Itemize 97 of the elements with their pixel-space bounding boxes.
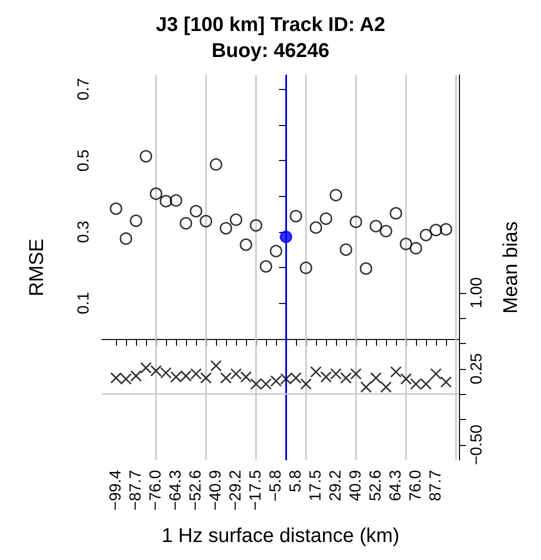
point xyxy=(440,376,452,388)
chart-title: J3 [100 km] Track ID: A2 xyxy=(156,14,386,36)
x-tick-label: 87.7 xyxy=(427,470,444,502)
point xyxy=(110,372,122,384)
x-tick-label: 64.3 xyxy=(387,470,404,502)
y2-tick-label: 1.00 xyxy=(468,277,486,308)
point xyxy=(310,366,322,378)
point xyxy=(340,243,352,256)
point xyxy=(230,368,242,380)
point xyxy=(150,365,162,377)
point xyxy=(260,260,272,273)
point xyxy=(400,373,412,385)
x-tick-label: 52.6 xyxy=(367,470,384,502)
point xyxy=(230,213,242,226)
x-tick-label: −87.7 xyxy=(128,470,145,510)
point xyxy=(410,378,422,390)
point xyxy=(110,202,122,215)
point xyxy=(210,158,222,171)
point xyxy=(120,232,132,245)
point xyxy=(330,368,342,380)
x-tick-label: 40.9 xyxy=(347,470,364,502)
point xyxy=(360,262,372,275)
y-tick-label: 0.5 xyxy=(76,149,92,172)
y2-axis-title: Mean bias xyxy=(500,221,522,314)
y-axis-title: RMSE xyxy=(26,238,48,296)
point xyxy=(160,194,172,208)
x-tick-label: 76.0 xyxy=(407,470,424,502)
point xyxy=(140,150,152,163)
point xyxy=(360,381,372,393)
point xyxy=(320,371,332,383)
point xyxy=(350,368,362,380)
point xyxy=(300,378,312,390)
point xyxy=(430,224,442,236)
point xyxy=(290,210,302,222)
point xyxy=(350,216,362,228)
x-tick-label: 17.5 xyxy=(307,470,324,502)
point xyxy=(430,368,442,380)
point xyxy=(160,367,172,379)
point xyxy=(280,373,292,385)
point xyxy=(180,370,192,382)
x-tick-label: −17.5 xyxy=(248,470,265,510)
point xyxy=(150,187,162,200)
x-tick-label: 5.8 xyxy=(287,470,304,492)
point xyxy=(380,224,392,238)
x-tick-label: −99.4 xyxy=(108,470,125,510)
y-tick-label: 0.1 xyxy=(76,292,92,314)
point xyxy=(400,238,412,250)
point xyxy=(410,242,422,254)
point xyxy=(130,370,142,382)
point xyxy=(130,214,142,228)
x-tick-label: −64.3 xyxy=(168,470,185,510)
point xyxy=(320,212,332,225)
x-axis-title: 1 Hz surface distance (km) xyxy=(162,525,400,547)
point xyxy=(190,204,202,218)
point xyxy=(370,372,382,384)
point xyxy=(370,220,382,232)
x-tick-label: 29.2 xyxy=(327,470,344,502)
point xyxy=(270,375,282,387)
x-tick-label: −52.6 xyxy=(188,470,205,510)
y2-tick-label: 0.25 xyxy=(468,353,486,384)
point xyxy=(330,188,342,202)
y-tick-label: 0.7 xyxy=(76,78,92,100)
point xyxy=(310,221,322,234)
point xyxy=(420,228,432,242)
x-tick-label: −5.8 xyxy=(268,470,285,502)
point xyxy=(190,368,202,380)
point xyxy=(250,219,262,232)
point xyxy=(390,207,402,220)
point xyxy=(250,378,262,390)
point xyxy=(220,372,232,384)
point xyxy=(340,372,352,384)
point xyxy=(220,222,232,235)
point xyxy=(300,262,312,274)
point xyxy=(120,373,132,385)
chart-subtitle: Buoy: 46246 xyxy=(212,40,330,62)
point xyxy=(390,366,402,378)
y2-tick-label: −0.50 xyxy=(468,424,486,466)
point xyxy=(240,238,252,251)
y-tick-label: 0.3 xyxy=(76,220,92,243)
x-tick-label: −76.0 xyxy=(148,470,165,510)
point xyxy=(440,223,452,236)
point xyxy=(380,381,392,393)
point xyxy=(280,230,292,244)
point xyxy=(260,378,272,390)
point xyxy=(140,362,152,374)
point xyxy=(240,371,252,383)
point xyxy=(210,360,222,372)
x-tick-label: −40.9 xyxy=(208,470,225,510)
point xyxy=(270,244,282,258)
point xyxy=(170,371,182,383)
point xyxy=(420,378,432,390)
point xyxy=(200,214,212,228)
x-tick-label: −29.2 xyxy=(228,470,245,510)
point xyxy=(180,217,192,230)
point xyxy=(290,372,302,384)
point xyxy=(170,194,182,207)
point xyxy=(200,372,212,384)
